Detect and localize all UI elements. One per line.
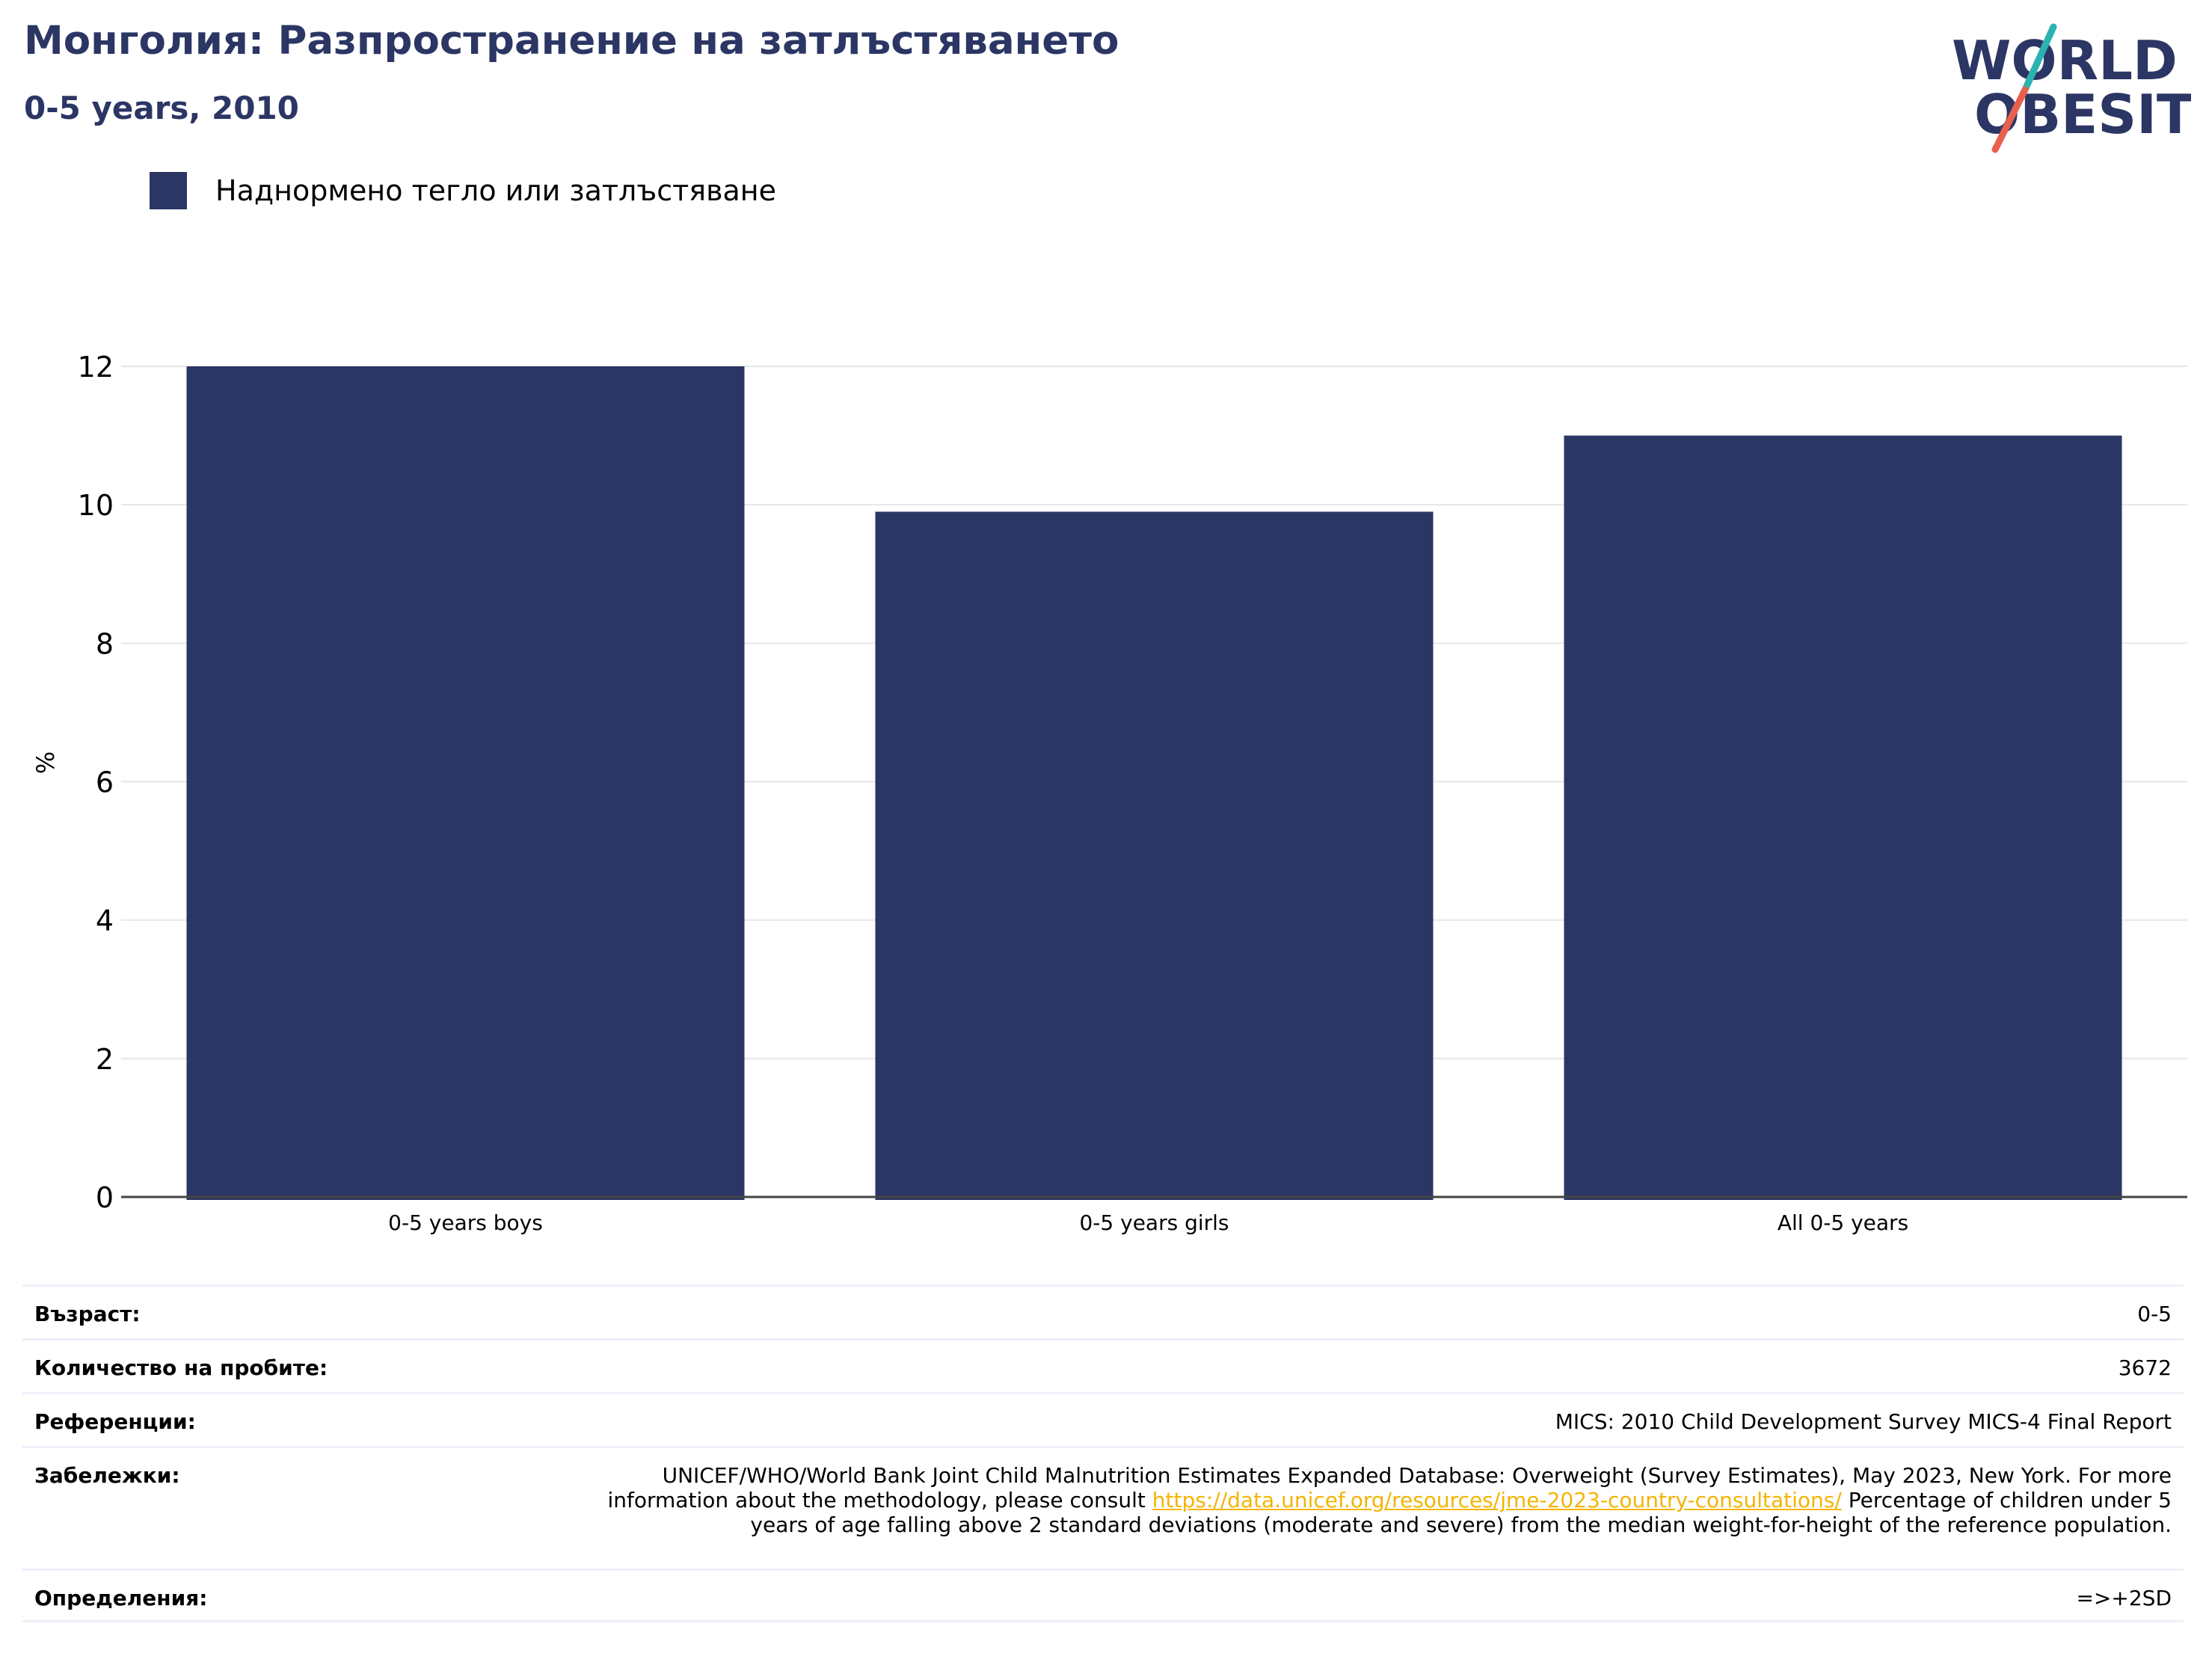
bar bbox=[875, 511, 1434, 1200]
chart-title: Монголия: Разпространение на затлъстяван… bbox=[24, 18, 1119, 64]
y-tick-label: 4 bbox=[96, 905, 114, 938]
y-tick-label: 10 bbox=[78, 489, 114, 522]
y-tick-label: 0 bbox=[96, 1181, 114, 1214]
x-tick-label: All 0-5 years bbox=[1778, 1210, 1908, 1235]
meta-row-definitions: Определения: =>+2SD bbox=[22, 1569, 2184, 1622]
age-value: 0-5 bbox=[2137, 1302, 2172, 1326]
legend-label: Наднормено тегло или затлъстяване bbox=[215, 174, 776, 207]
meta-row-notes: Забележки: UNICEF/WHO/World Bank Joint C… bbox=[22, 1446, 2184, 1569]
definitions-label: Определения: bbox=[34, 1586, 208, 1610]
references-value: MICS: 2010 Child Development Survey MICS… bbox=[1555, 1409, 2172, 1434]
meta-row-references: Референции: MICS: 2010 Child Development… bbox=[22, 1392, 2184, 1446]
methodology-link[interactable]: https://data.unicef.org/resources/jme-20… bbox=[1152, 1488, 1842, 1512]
bar-chart: 0 2 4 6 8 10 12% 0-5 years boys 0-5 years girls A… bbox=[31, 351, 2187, 1235]
bar bbox=[1564, 435, 2122, 1200]
x-tick-label: 0-5 years boys bbox=[388, 1210, 543, 1235]
legend: Наднормено тегло или затлъстяване bbox=[150, 172, 776, 209]
definitions-value: =>+2SD bbox=[2076, 1586, 2172, 1610]
bar bbox=[186, 366, 745, 1200]
notes-text-2: Percentage of children under 5 years of … bbox=[750, 1488, 2172, 1537]
age-label: Възраст: bbox=[34, 1302, 141, 1326]
notes-text-1: UNICEF/WHO/World Bank Joint Child Malnut… bbox=[607, 1463, 2172, 1512]
notes-value: UNICEF/WHO/World Bank Joint Child Malnut… bbox=[601, 1463, 2172, 1537]
chart-subtitle: 0-5 years, 2010 bbox=[24, 90, 299, 126]
world-obesity-logo: WORLD OBESITY bbox=[1952, 23, 2191, 153]
y-tick-label: 12 bbox=[78, 351, 114, 384]
y-tick-label: 6 bbox=[96, 766, 114, 799]
references-label: Референции: bbox=[34, 1409, 196, 1434]
sample-value: 3672 bbox=[2118, 1355, 2172, 1380]
x-tick-label: 0-5 years girls bbox=[1079, 1210, 1229, 1235]
meta-row-age: Възраст: 0-5 bbox=[22, 1284, 2184, 1338]
notes-label: Забележки: bbox=[34, 1463, 180, 1488]
y-tick-label: 2 bbox=[96, 1043, 114, 1076]
y-axis-label: % bbox=[31, 751, 60, 774]
legend-swatch bbox=[150, 172, 187, 209]
sample-label: Количество на пробите: bbox=[34, 1355, 328, 1380]
y-tick-label: 8 bbox=[96, 627, 114, 660]
svg-text:WORLD: WORLD bbox=[1952, 29, 2178, 92]
meta-row-sample: Количество на пробите: 3672 bbox=[22, 1338, 2184, 1392]
metadata-table: Възраст: 0-5 Количество на пробите: 3672… bbox=[22, 1284, 2184, 1622]
